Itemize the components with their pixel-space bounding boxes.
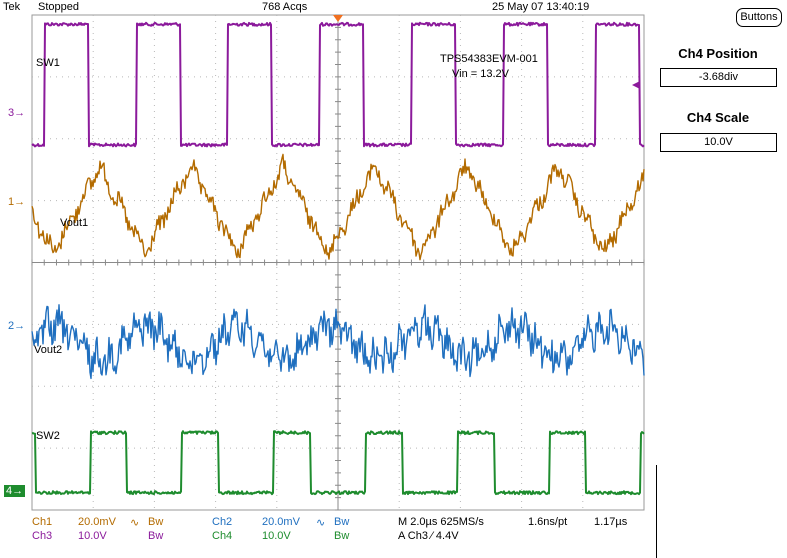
trace-4 [31,430,645,496]
ch1-marker[interactable]: 1→ [8,196,26,208]
ch1-name: Ch1 [32,516,53,528]
ch1-marker-label: 1 [8,196,15,208]
ch3-marker[interactable]: 3→ [8,107,26,119]
trace-2 [31,153,645,261]
trace-layer [31,21,645,496]
ch2-coupling: ∿ [316,517,326,529]
trace-3 [31,304,645,380]
status-bar: Tek Stopped 768 Acqs 25 May 07 13:40:19 [0,0,650,15]
ch1-scale: 20.0mV [78,516,116,528]
trigger-readout: A Ch3 ⁄ 4.4V [398,530,459,542]
label-vout1: Vout1 [60,217,89,229]
ch3-name: Ch3 [32,530,53,542]
ch3-marker-label: 3 [8,107,15,119]
ch2-marker-label: 2 [8,320,15,332]
ch4-bw: Bw [334,530,350,542]
scope-display [31,14,645,511]
brand-label: Tek [3,1,21,13]
label-vin: Vin = 13.2V [452,68,509,80]
ch2-name: Ch2 [212,516,233,528]
ch4-offset-arrow [632,81,640,89]
ch4-position-title: Ch4 Position [678,46,758,61]
trigger-position-readout: 1.17µs [594,516,628,528]
date-time: 25 May 07 13:40:19 [492,1,590,13]
buttons-button[interactable]: Buttons [736,8,782,27]
ch3-scale: 10.0V [78,530,107,542]
readout-divider [656,465,657,558]
side-menu: Buttons Ch4 Position -3.68div Ch4 Scale … [648,0,787,558]
resolution-readout: 1.6ns/pt [528,516,568,528]
ch3-bw: Bw [148,530,164,542]
label-vout2: Vout2 [34,344,63,356]
label-board: TPS54383EVM-001 [440,53,538,65]
ch4-scale-value[interactable]: 10.0V [660,133,777,152]
ch1-coupling: ∿ [130,517,140,529]
ch4-name: Ch4 [212,530,233,542]
trigger-position-marker [333,15,343,22]
ch4-scale: 10.0V [262,530,291,542]
ch2-bw: Bw [334,516,350,528]
run-state: Stopped [38,1,79,13]
label-sw1: SW1 [36,57,60,69]
ch4-marker[interactable]: 4→ [4,485,26,497]
ch4-scale-title: Ch4 Scale [686,110,750,125]
ch4-marker-label: 4 [6,485,13,497]
label-sw2: SW2 [36,430,60,442]
trace-1 [31,21,645,148]
ch2-scale: 20.0mV [262,516,300,528]
ch4-position-value[interactable]: -3.68div [660,68,777,87]
ch2-marker[interactable]: 2→ [8,320,26,332]
ch1-bw: Bw [148,516,164,528]
acquisition-count: 768 Acqs [262,1,308,13]
timebase-readout: M 2.0µs 625MS/s [398,516,484,528]
